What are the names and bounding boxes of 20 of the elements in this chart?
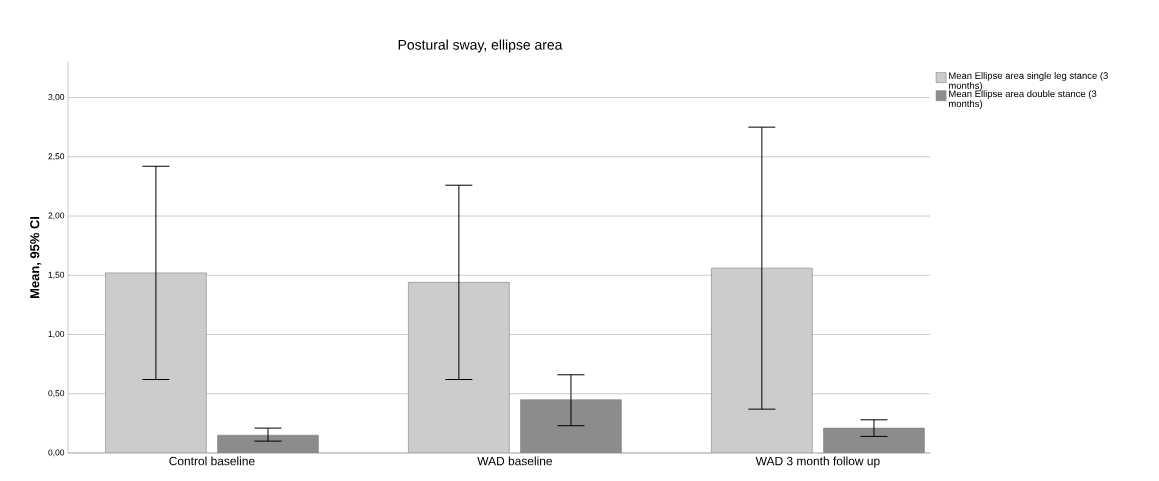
y-tick-label: 0,50 xyxy=(48,390,65,398)
legend-label: Mean Ellipse area double stance (3 months) xyxy=(949,90,1097,109)
bar xyxy=(408,282,510,453)
x-tick-label: Control baseline xyxy=(169,456,255,466)
y-tick-label: 1,00 xyxy=(48,331,65,338)
bar xyxy=(105,272,207,453)
chart-title: Postural sway, ellipse area xyxy=(398,39,563,53)
legend-label: Mean Ellipse area single leg stance (3 months) xyxy=(949,72,1108,91)
bar xyxy=(217,434,319,453)
x-tick-label: WAD 3 month follow up xyxy=(755,456,880,468)
y-tick-label: 3,00 xyxy=(48,94,65,102)
y-tick-label: 1,50 xyxy=(48,271,65,279)
x-tick-label: WAD baseline xyxy=(477,456,553,466)
bar xyxy=(711,267,813,453)
y-axis-title: Mean, 95% CI xyxy=(30,216,42,299)
y-tick-label: 0,00 xyxy=(48,449,65,457)
y-tick-label: 2,50 xyxy=(48,153,65,161)
bar xyxy=(520,399,622,453)
y-tick-label: 2,00 xyxy=(48,212,65,220)
bar xyxy=(823,427,925,453)
